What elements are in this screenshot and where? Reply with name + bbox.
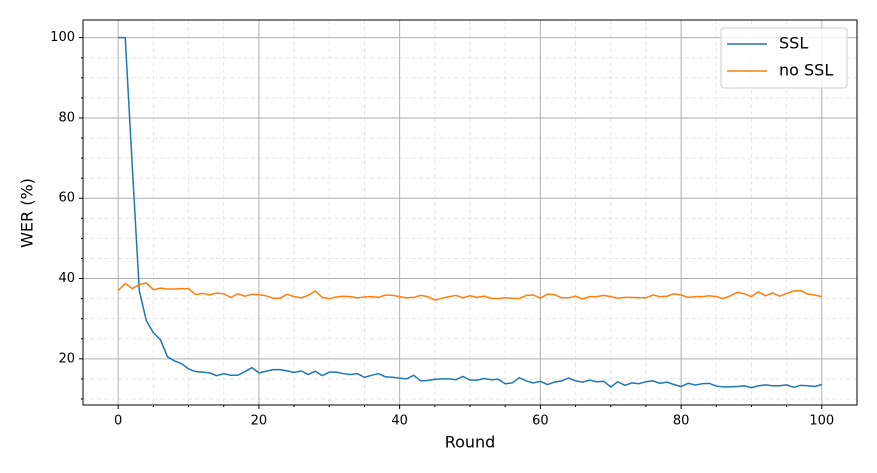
legend-label: SSL bbox=[779, 34, 808, 53]
series-line bbox=[117, 282, 822, 302]
legend-label: no SSL bbox=[779, 61, 833, 80]
x-tick-label: 40 bbox=[391, 414, 408, 429]
y-tick-label: 20 bbox=[58, 351, 75, 366]
y-axis-label: WER (%) bbox=[18, 178, 37, 248]
series-line bbox=[118, 36, 823, 389]
y-tick-label: 60 bbox=[58, 191, 75, 206]
legend-box bbox=[720, 27, 848, 89]
x-tick-label: 0 bbox=[114, 414, 122, 429]
x-tick-label: 80 bbox=[673, 414, 690, 429]
x-tick-label: 20 bbox=[251, 414, 268, 429]
y-tick-label: 40 bbox=[58, 271, 75, 286]
y-tick-label: 80 bbox=[58, 110, 75, 125]
x-tick-label: 100 bbox=[809, 414, 834, 429]
x-axis-label: Round bbox=[445, 433, 496, 452]
plot-frame bbox=[82, 19, 858, 406]
legend: SSL no SSL bbox=[720, 27, 848, 89]
x-tick-label: 60 bbox=[532, 414, 549, 429]
y-tick-label: 100 bbox=[50, 30, 75, 45]
